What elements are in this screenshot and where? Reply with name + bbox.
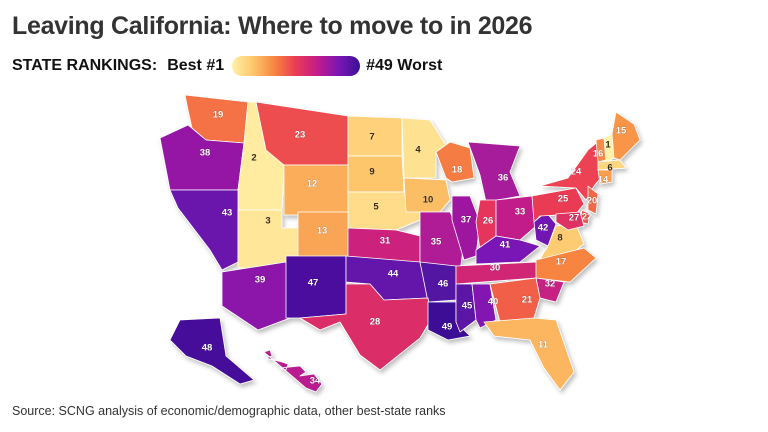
state-wy [283,164,349,216]
state-md [555,211,585,231]
legend-color-bar [232,56,361,76]
rank-label-va: 8 [557,233,562,244]
rank-label-wa: 19 [213,110,224,121]
state-nc [535,247,597,283]
state-ia [403,177,451,213]
state-ky [475,235,541,265]
legend-worst-label: #49 Worst [366,57,443,74]
rank-label-ar: 46 [438,279,449,290]
state-me [611,111,641,161]
state-wi [435,141,475,183]
rank-label-wy: 12 [307,179,318,190]
state-ga [489,277,541,323]
legend: STATE RANKINGS: Best #1 #49 Worst [12,53,442,79]
rank-label-de: 22 [582,212,593,223]
state-mi [467,141,521,203]
rank-label-or: 38 [200,148,211,159]
rank-label-vt: 16 [593,149,604,160]
rank-label-ok: 44 [388,269,399,280]
rank-label-ky: 41 [500,240,511,251]
rank-label-ia: 10 [423,195,434,206]
rank-label-id: 2 [251,153,256,164]
rank-label-il: 37 [461,215,472,226]
rank-label-nc: 17 [556,257,567,268]
state-mn [401,117,447,179]
state-hi [263,349,323,393]
rank-label-wv: 42 [538,223,549,234]
rank-label-me: 15 [616,126,627,137]
state-ak [169,317,255,385]
state-ma [597,159,627,171]
rank-label-nv: 43 [222,208,233,219]
rank-label-sd: 9 [369,167,374,178]
rank-label-wi: 18 [452,165,463,176]
rank-label-ny: 24 [571,167,582,178]
state-ct [597,169,613,185]
legend-best-label: Best #1 [167,57,225,74]
rank-label-ut: 3 [265,216,270,227]
state-fl [483,317,575,391]
legend-label: STATE RANKINGS: [12,57,158,74]
rank-label-ct: 14 [598,175,609,186]
state-sd [347,155,405,193]
page-title: Leaving California: Where to move to in … [12,12,533,40]
rank-label-az: 39 [255,275,266,286]
rank-label-md: 27 [569,213,580,224]
rank-label-ne: 5 [373,202,379,213]
rank-label-ak: 48 [202,343,213,354]
state-nv [169,189,239,271]
rank-label-ms: 45 [462,301,473,312]
rank-label-mo: 35 [431,237,442,248]
state-az [221,261,291,331]
source-note: Source: SCNG analysis of economic/demogr… [12,404,446,418]
rank-label-la: 49 [442,322,453,333]
rank-label-nh: 1 [605,140,611,151]
rank-label-nd: 7 [369,132,374,143]
rank-label-mi: 36 [498,173,509,184]
rank-label-in: 26 [483,216,494,227]
rank-label-oh: 33 [515,207,526,218]
state-oh [495,195,537,241]
rank-label-ks: 31 [380,236,391,247]
rank-label-sc: 32 [545,279,556,290]
state-nj [587,185,599,215]
rank-label-tn: 30 [490,263,501,274]
state-ms [455,283,477,333]
rank-label-nm: 47 [308,278,319,289]
rank-label-ma: 6 [607,163,612,174]
rank-label-pa: 25 [558,194,569,205]
state-nd [347,115,403,157]
rank-label-ga: 21 [522,295,533,306]
rank-label-mn: 4 [415,145,421,156]
rank-label-nj: 20 [587,196,598,207]
rank-label-co: 13 [317,226,328,237]
rank-label-hi: 34 [310,376,321,387]
rank-label-fl: 11 [538,340,549,351]
rank-label-al: 40 [488,297,499,308]
rank-label-mt: 23 [295,130,306,141]
rank-label-tx: 28 [370,317,381,328]
